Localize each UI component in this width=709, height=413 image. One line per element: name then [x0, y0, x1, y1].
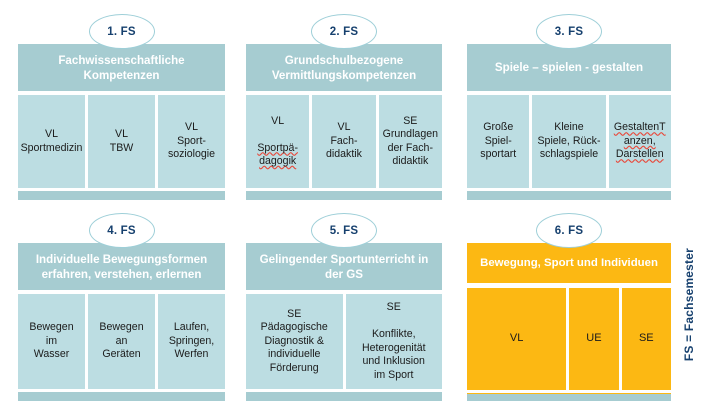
module-body-5: Gelingender Sportunterricht in der GS SE…	[246, 243, 442, 401]
module-body-3: Spiele – spielen - gestalten Große Spiel…	[467, 44, 671, 200]
module-title-text-5: Gelingender Sportunterricht in der GS	[259, 252, 429, 281]
module-footer-bar-3	[467, 191, 671, 200]
module-title-text-2: Grundschulbezogene Vermittlungskompetenz…	[271, 53, 417, 82]
module-title-text-3: Spiele – spielen - gestalten	[494, 61, 644, 74]
semester-badge-6: 6. FS	[536, 213, 602, 248]
module-body-2: Grundschulbezogene Vermittlungskompetenz…	[246, 44, 442, 200]
module-courses-2: VL Sportpä- dagogik VL Fach- didaktik SE …	[246, 95, 442, 188]
course-label: Kleine Spiele, Rück- schlagspiele	[537, 121, 601, 161]
course-label: SE	[638, 332, 654, 345]
semester-badge-4: 4. FS	[88, 213, 155, 248]
course-cell[interactable]: VL Sport- soziologie	[158, 95, 225, 188]
module-title-3: Spiele – spielen - gestalten	[467, 44, 671, 91]
module-body-4: Individuelle Bewegungsformen erfahren, v…	[18, 243, 225, 401]
module-footer-bar-5	[246, 392, 442, 401]
semester-badge-2: 2. FS	[311, 14, 377, 49]
module-block-4[interactable]: 4. FS Individuelle Bewegungsformen erfah…	[18, 213, 225, 401]
module-courses-4: Bewegen im Wasser Bewegen an Geräten Lau…	[18, 294, 225, 389]
course-label: Bewegen im Wasser	[29, 321, 74, 361]
course-cell[interactable]: Kleine Spiele, Rück- schlagspiele	[532, 95, 606, 188]
course-label: VL Sport- soziologie	[167, 121, 216, 161]
module-courses-1: VL Sportmedizin VL TBW VL Sport- soziolo…	[18, 95, 225, 188]
course-cell[interactable]: VL	[467, 288, 567, 390]
course-label: SE Grundlagen der Fach- didaktik	[382, 114, 438, 168]
course-cell[interactable]: VL Sportmedizin	[18, 95, 85, 188]
module-footer-bar-6	[467, 393, 671, 401]
legend-fachsemester: FS = Fachsemester	[682, 248, 696, 362]
course-cell[interactable]: Laufen, Springen, Werfen	[158, 294, 225, 389]
course-cell[interactable]: VL Sportpä- dagogik	[246, 95, 310, 188]
course-label: VL	[509, 332, 524, 345]
course-label: UE	[586, 332, 602, 345]
module-title-text-6: Bewegung, Sport und Individuen	[480, 256, 658, 269]
module-block-2[interactable]: 2. FS Grundschulbezogene Vermittlungskom…	[246, 14, 442, 200]
module-block-5[interactable]: 5. FS Gelingender Sportunterricht in der…	[246, 213, 442, 401]
module-title-1: Fachwissenschaftliche Kompetenzen	[18, 44, 225, 91]
course-label: VL Sportpä- dagogik	[257, 115, 298, 169]
course-label: SE Pädagogische Diagnostik & individuell…	[260, 307, 328, 374]
course-label: SE Konflikte, Heterogenität und Inklusio…	[361, 301, 426, 381]
course-cell[interactable]: Bewegen an Geräten	[88, 294, 155, 389]
module-title-text-4: Individuelle Bewegungsformen erfahren, v…	[35, 252, 208, 281]
module-footer-bar-4	[18, 392, 225, 401]
course-cell[interactable]: SE Konflikte, Heterogenität und Inklusio…	[345, 294, 442, 389]
module-courses-3: Große Spiel- sportart Kleine Spiele, Rüc…	[467, 95, 671, 188]
course-cell[interactable]: UE	[569, 288, 619, 390]
course-label: VL TBW	[109, 128, 134, 154]
course-label-spellchecked: GestaltenT anzen, Darstellen	[613, 121, 666, 161]
course-label: VL Fach- didaktik	[326, 121, 362, 161]
course-label: Laufen, Springen, Werfen	[168, 321, 215, 361]
course-cell[interactable]: SE Grundlagen der Fach- didaktik	[378, 95, 442, 188]
module-courses-5: SE Pädagogische Diagnostik & individuell…	[246, 294, 442, 389]
module-footer-bar-1	[18, 191, 225, 200]
module-courses-6: VL UE SE	[467, 288, 671, 390]
module-title-2: Grundschulbezogene Vermittlungskompetenz…	[246, 44, 442, 91]
course-name-spellchecked: Sportpä- dagogik	[257, 141, 298, 168]
semester-badge-5: 5. FS	[311, 213, 377, 248]
module-body-1: Fachwissenschaftliche Kompetenzen VL Spo…	[18, 44, 225, 200]
course-cell[interactable]: SE Pädagogische Diagnostik & individuell…	[246, 294, 343, 389]
course-cell[interactable]: GestaltenT anzen, Darstellen	[608, 95, 671, 188]
course-type: VL	[271, 114, 285, 127]
course-cell[interactable]: VL Fach- didaktik	[312, 95, 376, 188]
module-block-6[interactable]: 6. FS Bewegung, Sport und Individuen VL …	[467, 213, 671, 401]
module-body-6: Bewegung, Sport und Individuen VL UE SE	[467, 243, 671, 401]
module-block-1[interactable]: 1. FS Fachwissenschaftliche Kompetenzen …	[18, 14, 225, 200]
semester-badge-1: 1. FS	[88, 14, 155, 49]
course-cell[interactable]: VL TBW	[88, 95, 155, 188]
module-title-6: Bewegung, Sport und Individuen	[467, 243, 671, 283]
course-label: Bewegen an Geräten	[99, 321, 144, 361]
module-title-4: Individuelle Bewegungsformen erfahren, v…	[18, 243, 225, 290]
module-block-3[interactable]: 3. FS Spiele – spielen - gestalten Große…	[467, 14, 671, 200]
module-footer-bar-2	[246, 191, 442, 200]
course-cell[interactable]: Bewegen im Wasser	[18, 294, 85, 389]
course-label: VL Sportmedizin	[20, 128, 83, 154]
semester-badge-3: 3. FS	[536, 14, 602, 49]
course-cell[interactable]: SE	[621, 288, 671, 390]
course-cell[interactable]: Große Spiel- sportart	[467, 95, 530, 188]
module-title-text-1: Fachwissenschaftliche Kompetenzen	[58, 53, 185, 82]
course-label: Große Spiel- sportart	[480, 121, 517, 161]
module-title-5: Gelingender Sportunterricht in der GS	[246, 243, 442, 290]
